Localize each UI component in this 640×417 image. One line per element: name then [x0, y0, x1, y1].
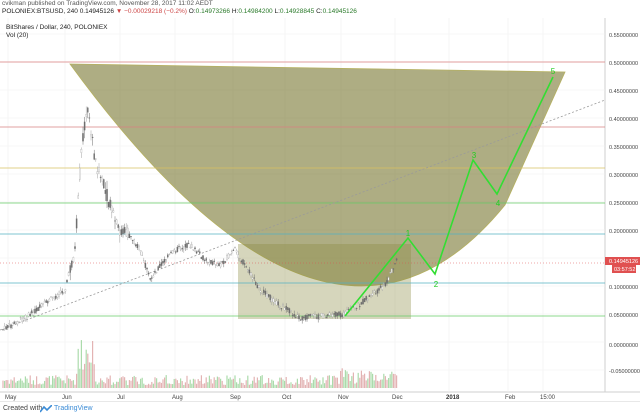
price-axis-label: 0.30000000	[609, 173, 638, 179]
close-value: 0.14945126	[322, 8, 357, 15]
time-axis[interactable]: May Jun Jul Aug Sep Oct Nov Dec 2018 Feb…	[5, 395, 556, 401]
time-axis-label: Jul	[117, 395, 125, 401]
price-axis-label: 0.50000000	[609, 61, 638, 67]
volume-bars	[2, 340, 398, 388]
handle-box	[238, 244, 411, 319]
created-with-text: Created with	[3, 405, 43, 412]
wave-projection[interactable]	[344, 76, 554, 317]
time-axis-label: 2018	[446, 395, 460, 401]
wave-label: 5	[551, 67, 556, 76]
footer-bar: Created with TradingView	[0, 401, 640, 417]
time-axis-label: Oct	[282, 395, 292, 401]
time-axis-label: May	[5, 395, 16, 401]
open-value: 0.14973266	[195, 8, 231, 15]
last-price: 0.14945126	[79, 8, 115, 15]
publisher-line: cvikman published on TradingView.com, No…	[2, 0, 213, 7]
time-axis-label: Nov	[338, 395, 349, 401]
low-label: L:	[274, 8, 280, 15]
price-candles	[2, 106, 398, 331]
current-price-badge	[605, 257, 640, 265]
price-axis-label: 0.40000000	[609, 117, 638, 123]
price-axis-label: 0.45000000	[609, 89, 638, 95]
wave-label: 3	[472, 151, 477, 160]
time-axis-label: Jun	[62, 395, 72, 401]
high-value: 0.14984200	[238, 8, 273, 15]
open-label: O:	[188, 8, 196, 15]
price-axis-label: 0.35000000	[609, 145, 638, 151]
symbol-ohlc-line: POLONIEX:BTSUSD, 240 0.14945126 ▼ −0.000…	[2, 8, 357, 15]
price-axis-label: 0.05000000	[609, 313, 638, 319]
close-label: C:	[316, 8, 323, 15]
wave-label: 1	[406, 229, 411, 238]
price-axis-label: -0.05000000	[609, 369, 640, 375]
tradingview-logo-icon	[40, 405, 52, 413]
price-axis-label: 0.10000000	[609, 285, 638, 291]
time-axis-label: Dec	[392, 395, 403, 401]
time-axis-label: Sep	[230, 395, 241, 401]
time-axis-label: Aug	[172, 395, 183, 401]
price-change: −0.00029218 (−0.2%)	[124, 8, 187, 15]
volume-legend[interactable]: Vol (20)	[6, 32, 29, 39]
price-change-icon: ▼	[115, 8, 123, 15]
wave-label: 2	[434, 280, 439, 289]
price-axis[interactable]: 0.55000000 0.50000000 0.45000000 0.40000…	[609, 33, 640, 375]
price-chart[interactable]: 1 2 3 4 5 0.55000000 0.50000000 0.450000…	[0, 0, 640, 401]
high-label: H:	[231, 8, 239, 15]
current-price-label: 0.14945126	[609, 259, 638, 265]
cup-pattern	[69, 63, 566, 287]
time-axis-label: Feb	[505, 395, 516, 401]
wave-label: 4	[496, 199, 501, 208]
series-legend[interactable]: BitShares / Dollar, 240, POLONIEX	[6, 24, 108, 31]
price-axis-label: 0.55000000	[609, 33, 638, 39]
time-axis-label: 15:00	[540, 395, 556, 401]
low-value: 0.14928845	[279, 8, 315, 15]
countdown-badge	[612, 265, 636, 273]
symbol-name: POLONIEX:BTSUSD, 240	[2, 8, 78, 15]
price-axis-label: 0.20000000	[609, 229, 638, 235]
countdown-label: 03:57:52	[614, 267, 635, 273]
price-axis-label: 0.00000000	[609, 343, 638, 349]
tradingview-brand[interactable]: TradingView	[54, 405, 93, 412]
price-axis-label: 0.25000000	[609, 201, 638, 207]
